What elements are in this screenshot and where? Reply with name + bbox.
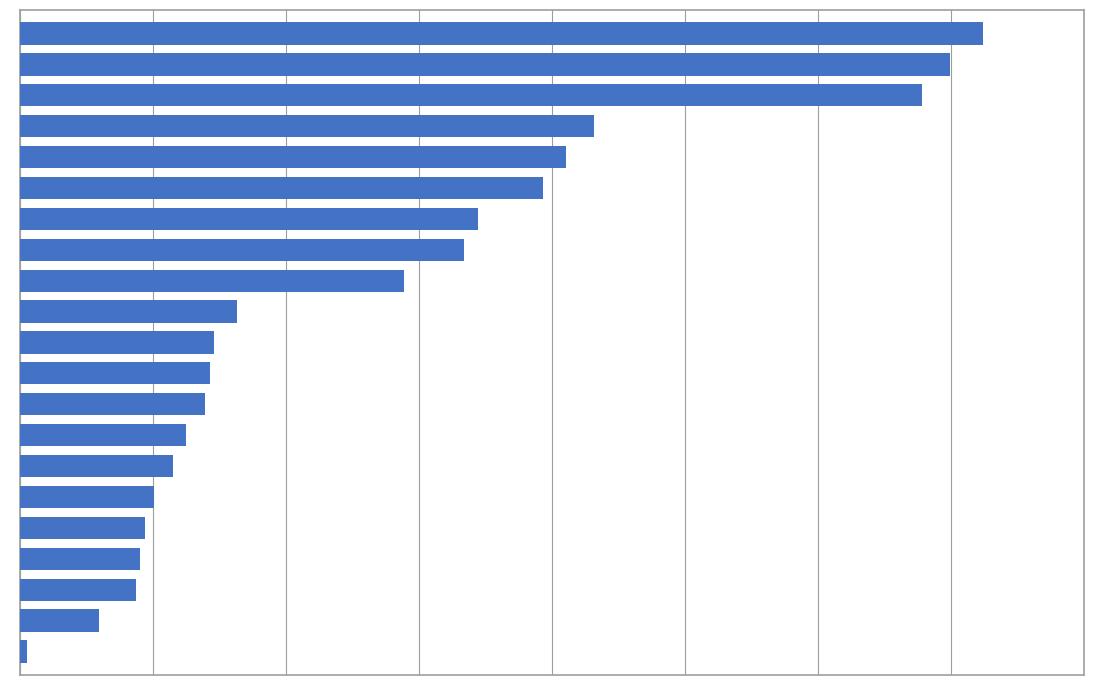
Bar [20,238,465,261]
Bar [20,424,186,447]
Bar [20,177,543,199]
Bar [20,54,950,76]
Bar [20,207,478,230]
Bar [20,84,923,106]
Bar [20,517,145,539]
Bar [20,23,983,45]
Bar [20,548,140,570]
Bar [20,146,566,168]
Bar [20,115,593,137]
Bar [20,331,215,354]
Bar [20,269,404,292]
Bar [20,455,173,477]
Bar [20,640,28,662]
Bar [20,609,98,631]
Bar [20,578,135,601]
Bar [20,486,154,508]
Bar [20,393,205,416]
Bar [20,362,209,385]
Bar [20,300,238,323]
